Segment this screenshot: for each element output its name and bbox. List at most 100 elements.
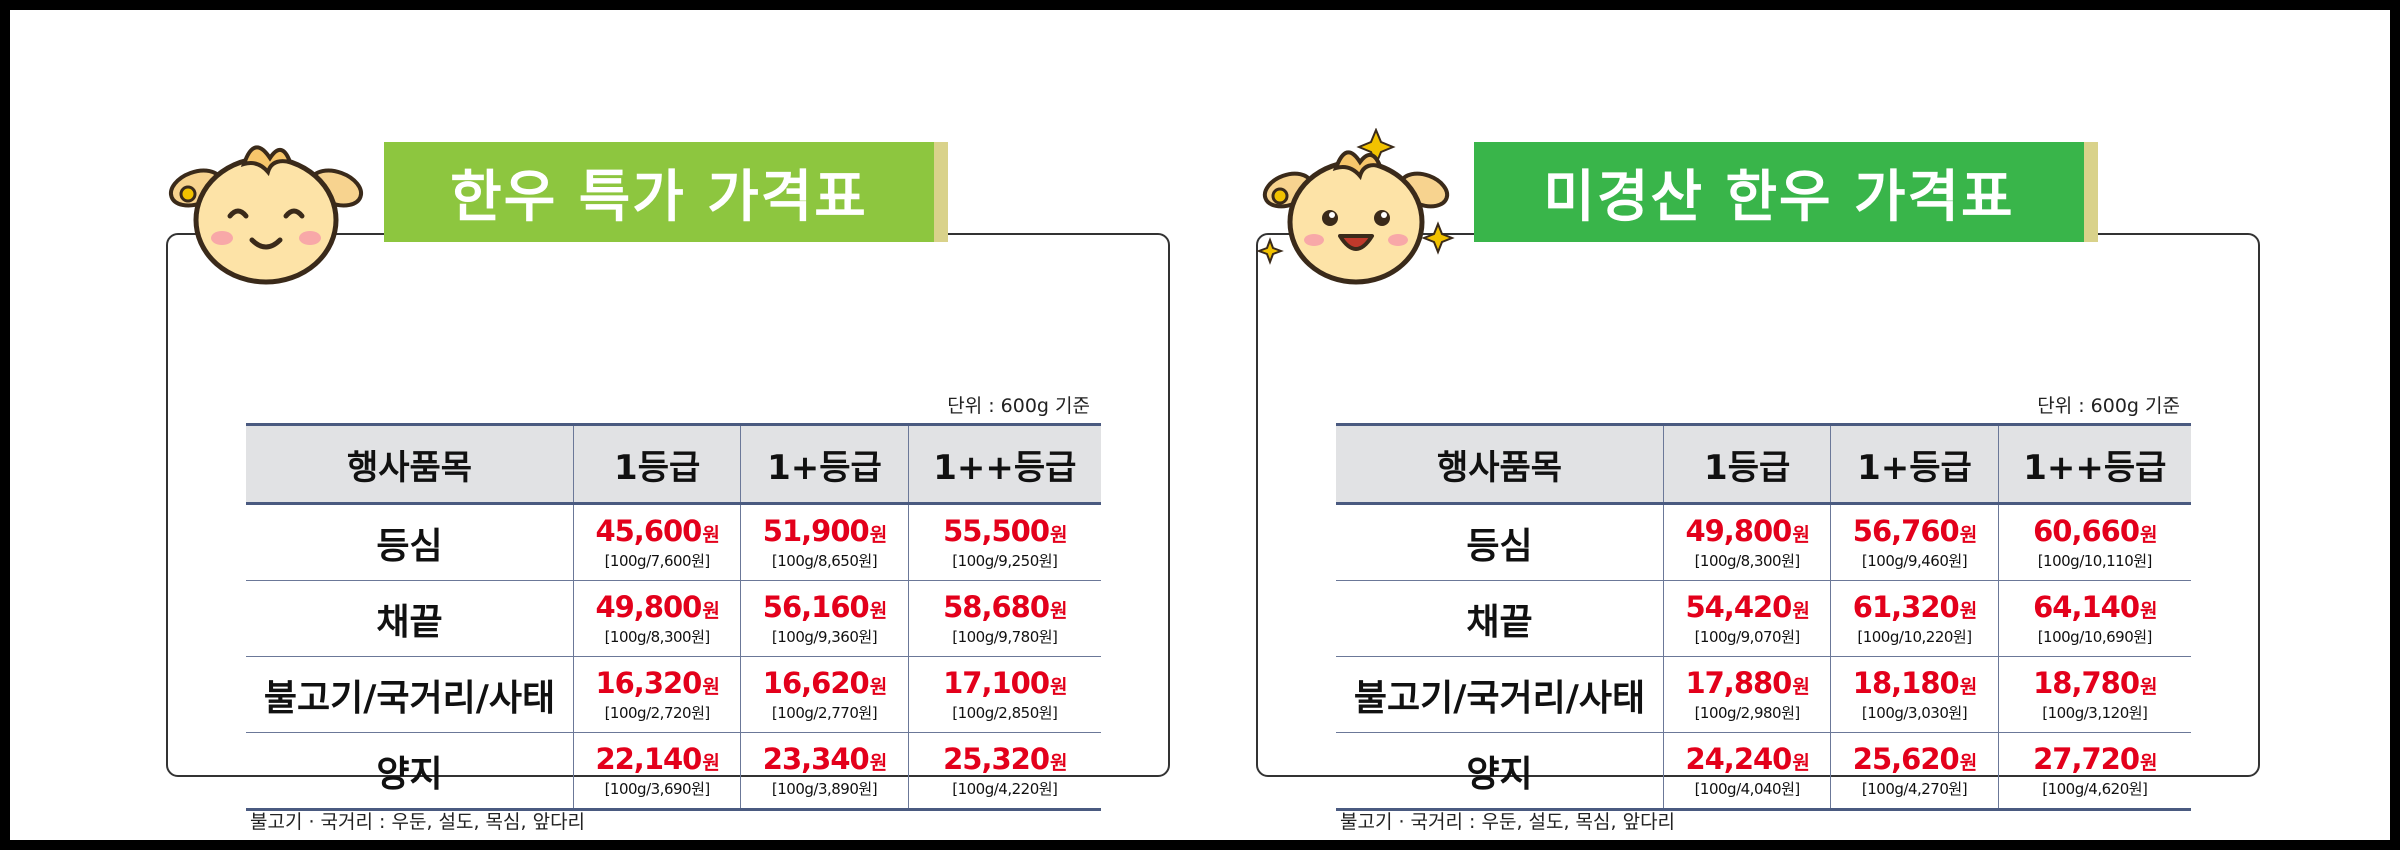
price-cell: 54,420원 [100g/9,070원] <box>1662 580 1831 657</box>
per-100g: [100g/7,600원] <box>604 551 711 570</box>
table-row: 등심 45,600원 [100g/7,600원] 51,900원 [100g/8,6… <box>246 503 1101 581</box>
item-name: 불고기/국거리/사태 <box>246 656 574 733</box>
per-100g: [100g/10,220원] <box>1857 627 1972 646</box>
price-card: 단위 : 600g 기준 행사품목 1등급 1+등급 1++등급 등심 49,8… <box>1256 233 2260 833</box>
price-value: 56,160 <box>762 589 870 624</box>
per-100g: [100g/9,460원] <box>1861 551 1968 570</box>
price-value: 56,760 <box>1852 513 1960 548</box>
price-value: 18,180 <box>1852 665 1960 700</box>
won-unit: 원 <box>869 751 888 774</box>
unit-note: 단위 : 600g 기준 <box>947 395 1090 417</box>
per-100g: [100g/4,620원] <box>2042 779 2148 798</box>
per-100g: [100g/4,220원] <box>952 779 1058 798</box>
price-cell: 25,320원 [100g/4,220원] <box>907 732 1101 811</box>
price-cell: 60,660원 [100g/10,110원] <box>1997 503 2191 581</box>
item-name: 불고기/국거리/사태 <box>1336 656 1664 733</box>
price-value: 45,600 <box>595 513 702 548</box>
per-100g: [100g/4,270원] <box>1861 779 1968 798</box>
table-header-row: 행사품목 1등급 1+등급 1++등급 <box>246 423 1101 505</box>
title-banner: 한우 특가 가격표 <box>384 142 948 242</box>
page: 단위 : 600g 기준 행사품목 1등급 1+등급 1++등급 등심 45,6… <box>10 10 2390 840</box>
unit-note: 단위 : 600g 기준 <box>2037 395 2180 417</box>
won-unit: 원 <box>2140 523 2158 546</box>
per-100g: [100g/10,110원] <box>2037 551 2153 570</box>
table-row: 등심 49,800원 [100g/8,300원] 56,760원 [100g/9,4… <box>1336 503 2191 581</box>
won-unit: 원 <box>1792 675 1810 698</box>
table-row: 채끝 54,420원 [100g/9,070원] 61,320원 [100g/10,… <box>1336 580 2191 657</box>
per-100g: [100g/2,980원] <box>1694 703 1801 722</box>
price-cell: 17,880원 [100g/2,980원] <box>1662 656 1831 733</box>
item-name: 양지 <box>246 732 574 811</box>
price-value: 23,340 <box>762 741 870 776</box>
per-100g: [100g/3,690원] <box>604 779 711 798</box>
price-value: 17,100 <box>943 665 1050 700</box>
price-cell: 18,780원 [100g/3,120원] <box>1997 656 2191 733</box>
column-header: 1+등급 <box>740 423 909 505</box>
table-row: 양지 22,140원 [100g/3,690원] 23,340원 [100g/3,8… <box>246 732 1101 811</box>
won-unit: 원 <box>702 751 720 774</box>
price-cell: 22,140원 [100g/3,690원] <box>572 732 741 811</box>
price-cell: 61,320원 [100g/10,220원] <box>1830 580 1999 657</box>
won-unit: 원 <box>1792 599 1810 622</box>
price-value: 27,720 <box>2033 741 2140 776</box>
won-unit: 원 <box>1050 751 1068 774</box>
won-unit: 원 <box>702 675 720 698</box>
price-cell: 55,500원 [100g/9,250원] <box>907 503 1101 581</box>
per-100g: [100g/9,360원] <box>771 627 878 646</box>
price-value: 60,660 <box>2033 513 2140 548</box>
price-value: 58,680 <box>943 589 1050 624</box>
price-cell: 58,680원 [100g/9,780원] <box>907 580 1101 657</box>
price-value: 25,620 <box>1852 741 1960 776</box>
column-header: 1+등급 <box>1830 423 1999 505</box>
won-unit: 원 <box>1050 599 1068 622</box>
panel-title: 한우 특가 가격표 <box>450 164 868 230</box>
table-row: 불고기/국거리/사태 16,320원 [100g/2,720원] 16,620원[… <box>246 656 1101 733</box>
price-cell: 16,320원 [100g/2,720원] <box>572 656 741 733</box>
price-value: 54,420 <box>1685 589 1792 624</box>
won-unit: 원 <box>2140 751 2158 774</box>
price-table: 행사품목 1등급 1+등급 1++등급 등심 49,800원 [100g/8,30… <box>1336 423 2191 811</box>
won-unit: 원 <box>702 523 720 546</box>
per-100g: [100g/8,650원] <box>771 551 878 570</box>
table-row: 양지 24,240원 [100g/4,040원] 25,620원 [100g/4,2… <box>1336 732 2191 811</box>
per-100g: [100g/4,040원] <box>1694 779 1801 798</box>
won-unit: 원 <box>869 599 888 622</box>
banner-edge <box>2084 142 2098 242</box>
price-panel-mikyeongsan-hanwoo: 단위 : 600g 기준 행사품목 1등급 1+등급 1++등급 등심 49,8… <box>1256 128 2264 833</box>
price-cell: 24,240원 [100g/4,040원] <box>1662 732 1831 811</box>
price-cell: 25,620원 [100g/4,270원] <box>1830 732 1999 811</box>
price-cell: 27,720원 [100g/4,620원] <box>1997 732 2191 811</box>
won-unit: 원 <box>1792 523 1810 546</box>
footnote: 불고기 · 국거리 : 우둔, 설도, 목심, 앞다리 <box>250 811 586 833</box>
per-100g: [100g/2,720원] <box>604 703 711 722</box>
price-cell: 18,180원 [100g/3,030원] <box>1830 656 1999 733</box>
column-header: 1++등급 <box>907 423 1101 505</box>
price-cell: 56,760원 [100g/9,460원] <box>1830 503 1999 581</box>
cow-mascot-sparkle-icon <box>1256 128 1455 285</box>
won-unit: 원 <box>2140 599 2158 622</box>
price-cell: 56,160원 [100g/9,360원] <box>740 580 909 657</box>
price-panel-hanwoo-special: 단위 : 600g 기준 행사품목 1등급 1+등급 1++등급 등심 45,6… <box>166 128 1174 833</box>
won-unit: 원 <box>1792 751 1810 774</box>
price-value: 16,620 <box>762 665 870 700</box>
panel-title: 미경산 한우 가격표 <box>1543 164 2015 230</box>
price-cell: 49,800원 [100g/8,300원] <box>572 580 741 657</box>
per-100g: [100g/9,250원] <box>952 551 1058 570</box>
price-cell: 17,100원 [100g/2,850원] <box>907 656 1101 733</box>
table-row: 채끝 49,800원 [100g/8,300원] 56,160원 [100g/9,3… <box>246 580 1101 657</box>
price-cell: 49,800원 [100g/8,300원] <box>1662 503 1831 581</box>
price-value: 17,880 <box>1685 665 1792 700</box>
price-value: 51,900 <box>762 513 870 548</box>
won-unit: 원 <box>1959 675 1978 698</box>
won-unit: 원 <box>1050 675 1068 698</box>
item-name: 등심 <box>246 503 574 581</box>
column-header: 1등급 <box>572 423 741 505</box>
banner-edge <box>934 142 948 242</box>
per-100g: [100g/10,690원] <box>2037 627 2153 646</box>
price-cell: 16,620원 [100g/2,770원] <box>740 656 909 733</box>
item-name: 채끝 <box>246 580 574 657</box>
price-value: 18,780 <box>2033 665 2140 700</box>
price-cell: 23,340원 [100g/3,890원] <box>740 732 909 811</box>
per-100g: [100g/3,030원] <box>1861 703 1968 722</box>
item-name: 양지 <box>1336 732 1664 811</box>
